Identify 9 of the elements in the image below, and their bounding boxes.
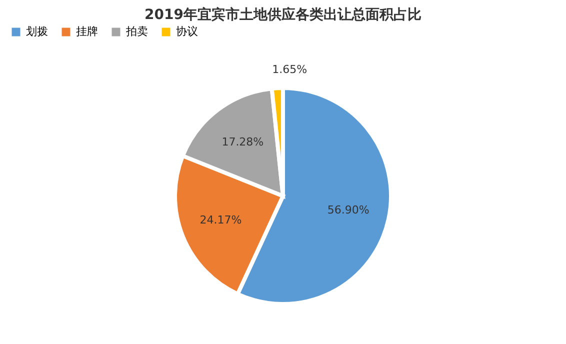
data-label: 24.17% (200, 214, 242, 227)
data-label: 17.28% (222, 136, 264, 149)
data-label: 56.90% (327, 203, 370, 216)
legend-label: 拍卖 (125, 25, 148, 38)
data-label: 1.65% (272, 62, 308, 76)
legend-label: 划拨 (26, 25, 48, 38)
legend-label: 协议 (176, 25, 198, 38)
legend-label: 挂牌 (76, 25, 98, 38)
chart-title: 2019年宜宾市土地供应各类出让总面积占比 (144, 6, 422, 23)
